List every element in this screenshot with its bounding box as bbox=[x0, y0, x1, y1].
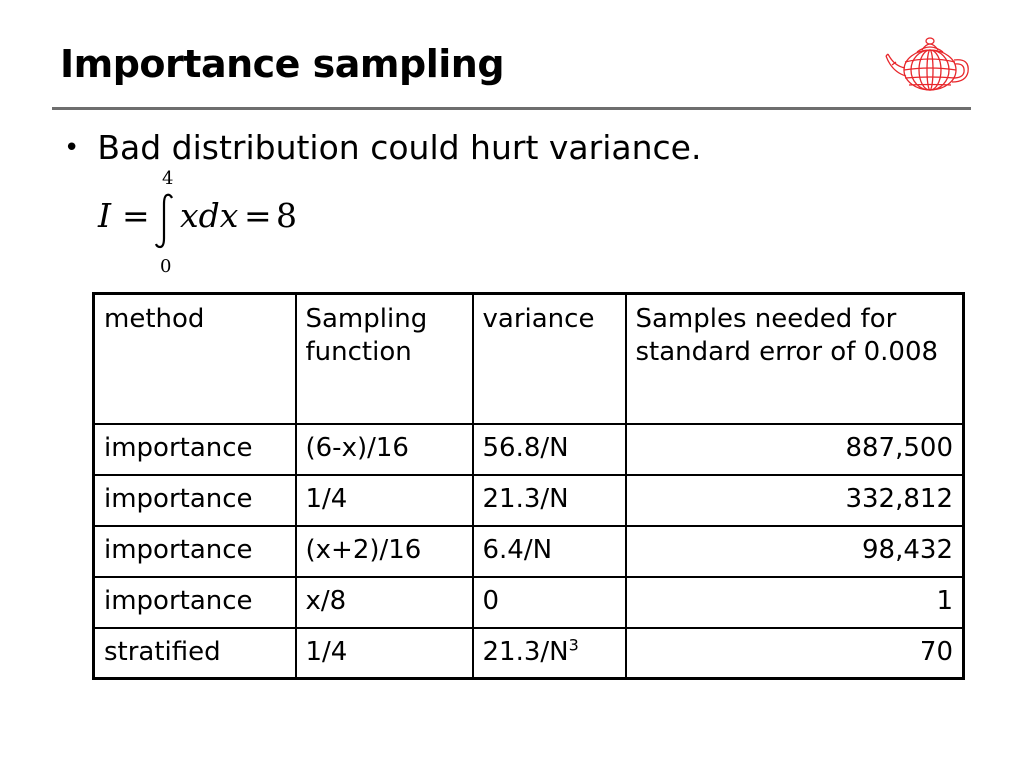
cell-samples: 1 bbox=[624, 575, 965, 629]
cell-method: importance bbox=[92, 524, 297, 578]
header-variance: variance bbox=[471, 292, 627, 425]
cell-sampling: 1/4 bbox=[294, 473, 474, 527]
formula-result: 8 bbox=[276, 196, 297, 235]
variance-value: 56.8/N bbox=[482, 432, 569, 463]
cell-method: importance bbox=[92, 473, 297, 527]
cell-samples: 887,500 bbox=[624, 422, 965, 476]
header-method: method bbox=[92, 292, 297, 425]
table-row: stratified 1/4 21.3/N3 70 bbox=[92, 626, 965, 680]
variance-value: 21.3/N bbox=[482, 483, 569, 514]
table-header-row: method Sampling function variance Sample… bbox=[92, 292, 965, 425]
header-samples-needed: Samples needed for standard error of 0.0… bbox=[624, 292, 965, 425]
integral-formula: I = 4 0 xdx = 8 bbox=[96, 168, 316, 280]
header-sampling-function: Sampling function bbox=[294, 292, 474, 425]
cell-variance: 6.4/N bbox=[471, 524, 627, 578]
variance-value: 21.3/N bbox=[482, 636, 569, 667]
cell-sampling: x/8 bbox=[294, 575, 474, 629]
formula-integrand: xdx bbox=[180, 196, 239, 235]
cell-variance: 21.3/N3 bbox=[471, 626, 627, 680]
formula-lower-limit: 0 bbox=[160, 256, 172, 277]
table-row: importance x/8 0 1 bbox=[92, 575, 965, 629]
formula-equals-2: = bbox=[244, 196, 272, 235]
cell-variance: 56.8/N bbox=[471, 422, 627, 476]
slide-title: Importance sampling bbox=[60, 42, 505, 86]
title-underline bbox=[52, 107, 971, 110]
variance-value: 0 bbox=[482, 585, 500, 616]
cell-variance: 0 bbox=[471, 575, 627, 629]
cell-sampling: (x+2)/16 bbox=[294, 524, 474, 578]
bullet-text: Bad distribution could hurt variance. bbox=[97, 128, 702, 167]
cell-samples: 332,812 bbox=[624, 473, 965, 527]
bullet-item: • Bad distribution could hurt variance. bbox=[64, 128, 701, 167]
integral-sign-icon bbox=[154, 193, 173, 249]
variance-table: method Sampling function variance Sample… bbox=[92, 292, 965, 680]
variance-value: 6.4/N bbox=[482, 534, 553, 565]
cell-method: importance bbox=[92, 422, 297, 476]
cell-variance: 21.3/N bbox=[471, 473, 627, 527]
bullet-dot: • bbox=[64, 133, 80, 163]
cell-samples: 98,432 bbox=[624, 524, 965, 578]
table-row: importance (x+2)/16 6.4/N 98,432 bbox=[92, 524, 965, 578]
cell-sampling: (6-x)/16 bbox=[294, 422, 474, 476]
formula-lhs: I bbox=[98, 196, 112, 235]
cell-samples: 70 bbox=[624, 626, 965, 680]
cell-method: stratified bbox=[92, 626, 297, 680]
variance-exponent: 3 bbox=[568, 634, 579, 654]
table-row: importance (6-x)/16 56.8/N 887,500 bbox=[92, 422, 965, 476]
cell-method: importance bbox=[92, 575, 297, 629]
formula-equals: = bbox=[122, 196, 150, 235]
table-row: importance 1/4 21.3/N 332,812 bbox=[92, 473, 965, 527]
formula-upper-limit: 4 bbox=[162, 168, 174, 189]
teapot-wireframe-icon bbox=[885, 37, 969, 91]
cell-sampling: 1/4 bbox=[294, 626, 474, 680]
